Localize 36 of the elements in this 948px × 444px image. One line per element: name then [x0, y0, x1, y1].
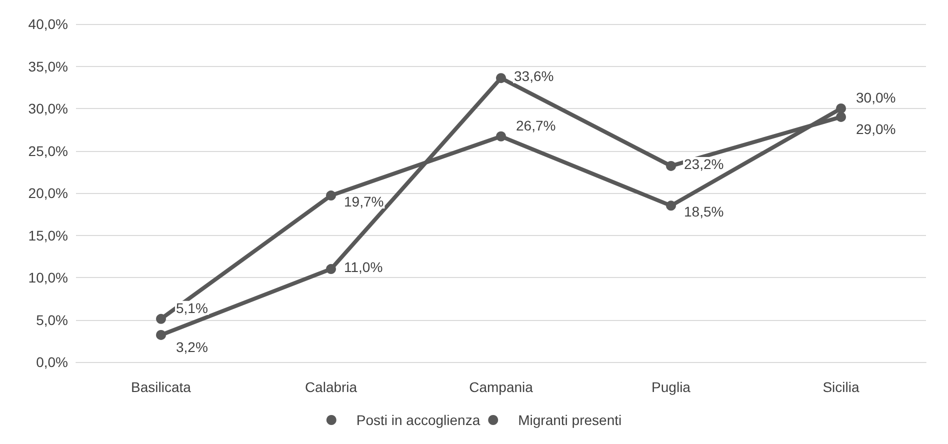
point — [496, 73, 506, 84]
point — [666, 160, 676, 171]
y-tick-label: 10,0% — [28, 270, 68, 286]
y-tick-label: 25,0% — [28, 142, 68, 159]
y-tick-label: 30,0% — [28, 100, 68, 116]
x-tick-label: Calabria — [304, 379, 358, 395]
point — [326, 264, 336, 274]
point — [156, 314, 166, 324]
data-label: 29,0% — [856, 120, 896, 137]
x-tick-label: Puglia — [652, 379, 691, 395]
data-label: 26,7% — [516, 117, 556, 134]
data-label: 3,2% — [176, 338, 208, 355]
y-tick-label: 20,0% — [28, 185, 68, 201]
point — [496, 131, 506, 142]
legend-label: Migranti presenti — [518, 412, 622, 428]
point — [666, 200, 676, 211]
legend-label: Posti in accoglienza — [356, 412, 480, 428]
data-label: 18,5% — [684, 204, 724, 220]
data-label: 30,0% — [856, 90, 896, 106]
x-tick-label: Campania — [469, 379, 534, 395]
point — [156, 330, 166, 340]
point — [836, 104, 846, 114]
data-label: 5,1% — [176, 300, 208, 316]
data-label: 33,6% — [514, 68, 554, 84]
y-tick-label: 5,0% — [36, 312, 68, 328]
data-label: 11,0% — [344, 259, 383, 276]
point — [326, 190, 336, 201]
x-tick-label: Sicilia — [822, 379, 860, 395]
x-tick-label: Basilicata — [131, 379, 192, 395]
y-tick-label: 40,0% — [28, 16, 68, 32]
data-label: 19,7% — [344, 194, 384, 210]
y-tick-label: 35,0% — [28, 58, 68, 74]
y-tick-label: 0,0% — [36, 354, 68, 370]
y-tick-label: 15,0% — [28, 227, 68, 244]
data-label: 23,2% — [684, 156, 724, 172]
point — [836, 112, 846, 122]
